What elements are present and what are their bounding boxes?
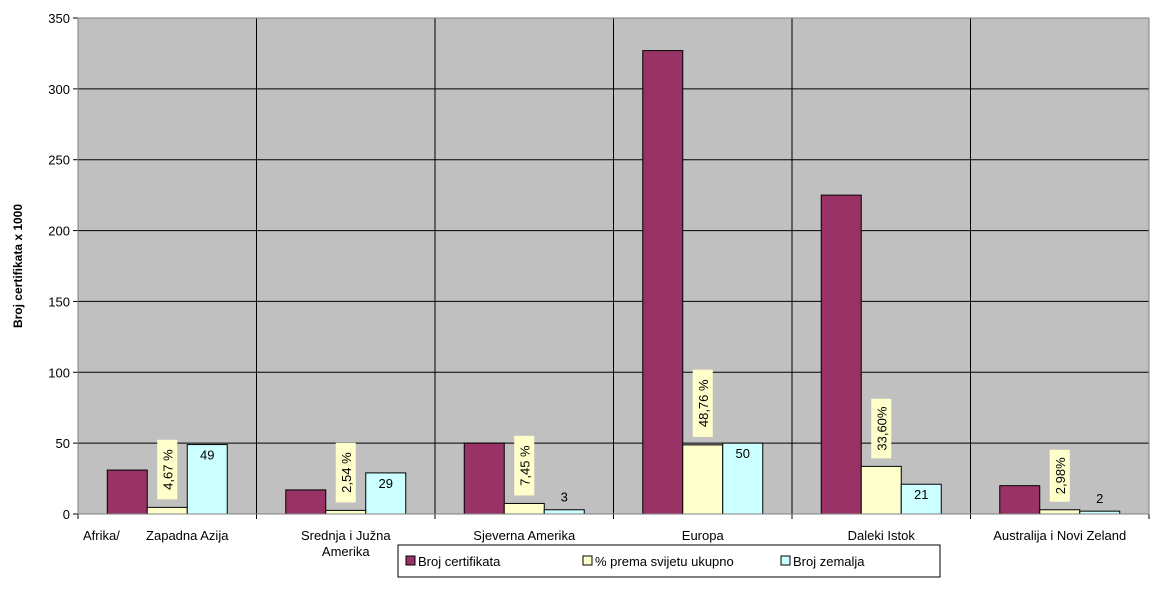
percent-label-box bbox=[871, 398, 892, 459]
bar bbox=[642, 50, 684, 515]
percent-label-box bbox=[335, 442, 356, 503]
percent-label: 2,54 % bbox=[339, 452, 354, 493]
category-label: Daleki Istok bbox=[848, 528, 916, 543]
bar bbox=[900, 483, 942, 515]
y-tick-label: 150 bbox=[48, 294, 70, 309]
y-tick-label: 250 bbox=[48, 153, 70, 168]
y-axis-label: Broj certifikata x 1000 bbox=[11, 204, 25, 328]
percent-label: 48,76 % bbox=[696, 379, 711, 427]
y-tick-label: 300 bbox=[48, 82, 70, 97]
bar bbox=[820, 194, 862, 515]
bar bbox=[543, 509, 585, 515]
legend-swatch bbox=[405, 555, 416, 566]
bar bbox=[146, 506, 188, 515]
category-label: Europa bbox=[682, 528, 725, 543]
bar bbox=[999, 485, 1041, 515]
bar bbox=[860, 465, 902, 515]
percent-label-box bbox=[514, 435, 535, 496]
percent-label: 33,60% bbox=[874, 406, 889, 451]
percent-label: 4,67 % bbox=[160, 449, 175, 490]
country-count-label: 50 bbox=[736, 446, 750, 461]
percent-label-box bbox=[692, 369, 713, 437]
percent-label-box bbox=[157, 439, 178, 500]
bar bbox=[106, 469, 148, 515]
percent-label: 2,98% bbox=[1053, 457, 1068, 494]
y-tick-label: 350 bbox=[48, 11, 70, 26]
plot-border bbox=[77, 17, 1150, 515]
category-label: Zapadna Azija bbox=[146, 528, 229, 543]
bar bbox=[325, 509, 367, 515]
country-count-label: 49 bbox=[200, 448, 214, 463]
bar bbox=[503, 502, 545, 515]
percent-label-box bbox=[1049, 449, 1070, 502]
legend-swatch bbox=[780, 555, 791, 566]
category-label: Amerika bbox=[322, 544, 370, 559]
category-label: Australija i Novi Zeland bbox=[993, 528, 1126, 543]
country-count-label: 21 bbox=[914, 487, 928, 502]
y-tick-label: 50 bbox=[56, 436, 70, 451]
legend-label: Broj zemalja bbox=[793, 554, 865, 569]
bar bbox=[186, 444, 228, 515]
country-count-label: 3 bbox=[561, 490, 568, 505]
bar bbox=[365, 472, 407, 515]
y-tick-label: 200 bbox=[48, 224, 70, 239]
y-tick-label: 100 bbox=[48, 365, 70, 380]
bar bbox=[722, 442, 764, 515]
legend-swatch bbox=[582, 555, 593, 566]
bar bbox=[285, 489, 327, 515]
legend-label: Broj certifikata bbox=[418, 554, 501, 569]
legend: Broj certifikata % prema svijetu ukupno Br… bbox=[397, 544, 941, 578]
bar bbox=[1039, 509, 1081, 515]
y-tick-label: 0 bbox=[63, 507, 70, 522]
percent-label: 7,45 % bbox=[517, 445, 532, 486]
category-label: Sjeverna Amerika bbox=[473, 528, 576, 543]
category-label: Srednja i Južna bbox=[301, 528, 391, 543]
category-label: Afrika/ bbox=[83, 528, 120, 543]
bar bbox=[463, 442, 505, 515]
legend-box bbox=[397, 544, 941, 578]
legend-label: % prema svijetu ukupno bbox=[595, 554, 734, 569]
data-labels: 4,67 % 49 2,54 % 29 7,45 % 3 48,76 % 50 33,60% 21… bbox=[157, 369, 1103, 506]
country-count-label: 29 bbox=[379, 476, 393, 491]
bars bbox=[106, 50, 1121, 515]
bar bbox=[682, 444, 724, 515]
country-count-label: 2 bbox=[1096, 491, 1103, 506]
